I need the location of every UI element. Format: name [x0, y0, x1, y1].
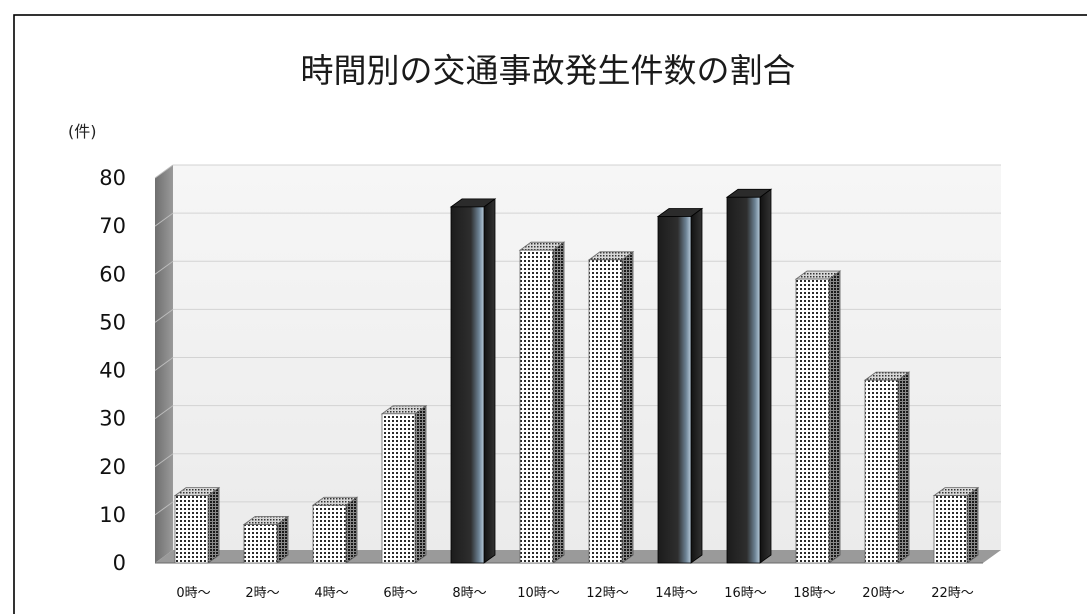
gridline-side [154, 357, 174, 371]
bar [173, 486, 221, 564]
bar-front [933, 495, 968, 564]
y-tick-label: 70 [99, 214, 126, 238]
gridline-side [154, 308, 174, 323]
x-tick-label: 12時～ [586, 586, 629, 601]
y-tick-label: 80 [99, 166, 126, 190]
x-tick-label: 20時～ [862, 586, 905, 601]
y-axis-ticks: 0 10 20 30 40 50 60 70 80 [99, 166, 126, 575]
y-tick-label: 40 [99, 359, 126, 383]
y-tick-label: 50 [99, 310, 126, 334]
bar [725, 188, 773, 564]
bar [587, 251, 635, 564]
bar [656, 207, 704, 564]
bar-front [243, 524, 278, 564]
bar-front [795, 278, 830, 564]
bar [242, 515, 290, 564]
x-tick-label: 4時～ [314, 586, 348, 601]
bar-front [312, 504, 347, 564]
x-tick-label: 14時～ [655, 586, 698, 601]
x-tick-label: 10時～ [517, 586, 560, 601]
y-tick-label: 60 [99, 262, 126, 286]
bar-side [828, 270, 841, 564]
x-axis-labels: 0時～ 2時～ 4時～ 6時～ 8時～ 10時～ 12時～ 14時～ 16時～ 18時～ 20時～ 2… [176, 586, 973, 601]
bar-front [588, 259, 623, 564]
bar-front [519, 249, 554, 564]
y-tick-label: 10 [99, 503, 126, 527]
bar [863, 371, 911, 564]
y-axis-label: (件) [68, 122, 97, 141]
y-tick-label: 20 [99, 455, 126, 479]
bar [311, 496, 359, 564]
x-tick-label: 18時～ [793, 586, 836, 601]
bar [449, 198, 497, 564]
bar-side [414, 405, 427, 564]
gridline-side [154, 453, 174, 468]
bar-side [207, 486, 220, 564]
bar-side [552, 241, 565, 564]
gridline-side [154, 164, 174, 179]
bar-side [621, 251, 634, 564]
gridline-side [154, 260, 174, 275]
x-tick-label: 8時～ [452, 586, 486, 601]
bar-front [450, 206, 485, 564]
x-tick-label: 22時～ [931, 586, 974, 601]
bar-front [381, 413, 416, 564]
bar-side [759, 188, 772, 564]
bar [794, 270, 842, 564]
bar-front [726, 196, 761, 564]
bar [518, 241, 566, 564]
bars [173, 188, 980, 564]
bar-side [897, 371, 910, 564]
x-tick-label: 2時～ [245, 586, 279, 601]
gridline-side [154, 501, 174, 516]
x-tick-label: 6時～ [383, 586, 417, 601]
x-tick-label: 16時～ [724, 586, 767, 601]
bar-side [690, 207, 703, 564]
floor [155, 550, 1001, 563]
bar [932, 486, 980, 564]
x-tick-label: 0時～ [176, 586, 210, 601]
gridlines [154, 164, 1001, 516]
bar-side [345, 496, 358, 564]
y-tick-label: 30 [99, 407, 126, 431]
gridline-side [154, 212, 174, 227]
bar [380, 405, 428, 564]
y-tick-label: 0 [113, 551, 126, 575]
bar-side [966, 486, 979, 564]
bar-front [657, 216, 692, 564]
chart-title: 時間別の交通事故発生件数の割合 [301, 51, 796, 90]
gridline-side [154, 405, 174, 420]
bar-side [483, 198, 496, 564]
bar-front [864, 379, 899, 564]
bar-front [174, 495, 209, 564]
